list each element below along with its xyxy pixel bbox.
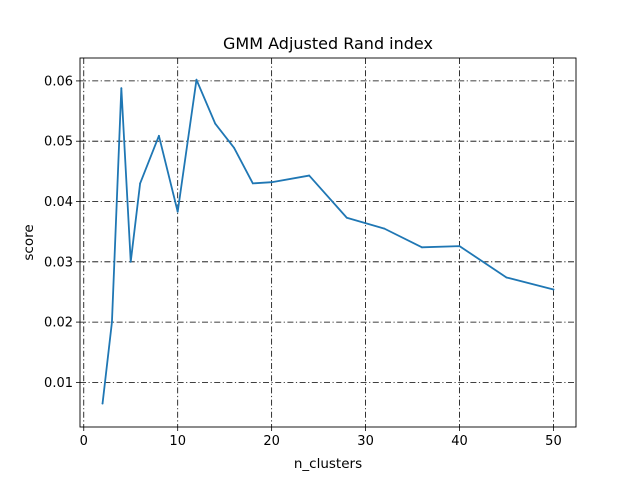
x-tick-label: 20 — [263, 434, 280, 449]
y-tick-label: 0.03 — [44, 255, 73, 270]
data-point — [308, 174, 311, 177]
x-tick-label: 0 — [80, 434, 88, 449]
data-point — [129, 260, 132, 263]
x-tick-label: 10 — [169, 434, 186, 449]
data-point — [101, 402, 104, 405]
data-point — [270, 181, 273, 184]
data-point — [195, 78, 198, 81]
y-axis-label: score — [21, 224, 37, 260]
data-point — [552, 288, 555, 291]
y-tick-label: 0.05 — [44, 135, 73, 150]
data-point — [421, 246, 423, 249]
data-point — [139, 182, 142, 185]
data-point — [233, 146, 235, 149]
x-tick-label: 50 — [545, 434, 562, 449]
x-tick-label: 30 — [357, 434, 374, 449]
data-point — [458, 245, 461, 248]
data-point — [345, 216, 348, 219]
y-tick-label: 0.04 — [44, 195, 73, 210]
y-tick-label: 0.06 — [44, 74, 73, 89]
data-point — [251, 182, 254, 185]
grid — [80, 58, 576, 427]
data-point — [120, 87, 123, 90]
x-tick-label: 40 — [451, 434, 468, 449]
axis-ticks: 0 10 20 30 40 50 0.01 0.02 0.03 0.04 0.05 0.06 — [44, 74, 562, 449]
chart-title: GMM Adjusted Rand index — [223, 34, 433, 53]
data-point — [214, 122, 217, 125]
data-point — [111, 321, 113, 323]
y-tick-label: 0.01 — [44, 376, 73, 391]
series-layer — [101, 78, 555, 405]
data-point — [383, 227, 386, 230]
data-point — [176, 210, 179, 213]
series-line — [101, 78, 555, 405]
data-point — [158, 134, 160, 137]
data-point — [505, 276, 508, 279]
x-axis-label: n_clusters — [294, 456, 362, 472]
y-tick-label: 0.02 — [44, 316, 73, 331]
plot-frame — [79, 57, 577, 428]
